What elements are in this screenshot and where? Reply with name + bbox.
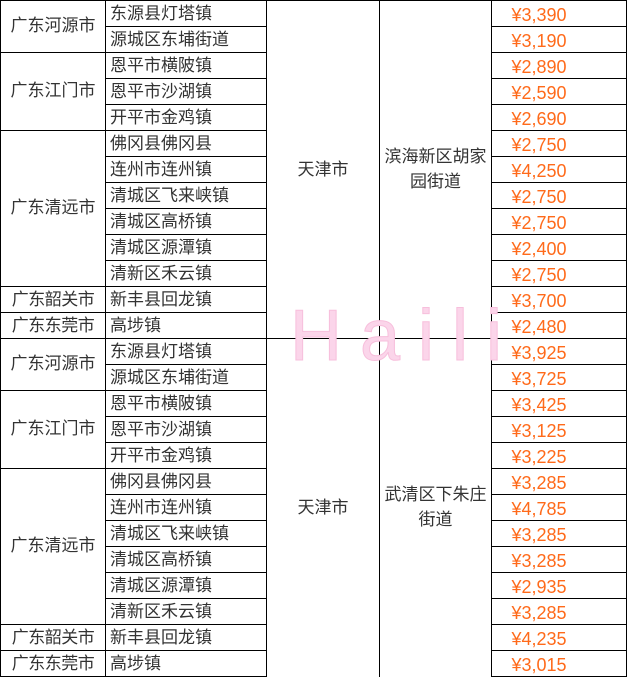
town-cell: 清新区禾云镇 xyxy=(105,260,267,287)
price-cell: ¥2,750 xyxy=(491,182,627,209)
price-cell: ¥3,125 xyxy=(491,416,627,443)
table-row: 恩平市沙湖镇 ¥2,590 xyxy=(1,78,627,105)
town-cell: 新丰县回龙镇 xyxy=(105,624,267,651)
town-cell: 东源县灯塔镇 xyxy=(105,0,267,27)
town-cell: 恩平市沙湖镇 xyxy=(105,78,267,105)
destination-city-cell: 天津市 xyxy=(266,0,380,339)
town-cell: 源城区东埔街道 xyxy=(105,364,267,391)
price-cell: ¥4,235 xyxy=(491,624,627,651)
town-cell: 高埗镇 xyxy=(105,312,267,339)
price-cell: ¥3,390 xyxy=(491,0,627,27)
table-row: 源城区东埔街道 ¥3,190 xyxy=(1,26,627,53)
town-cell: 连州市连州镇 xyxy=(105,156,267,183)
town-cell: 清城区飞来峡镇 xyxy=(105,520,267,547)
price-cell: ¥3,015 xyxy=(491,650,627,677)
town-cell: 恩平市横陂镇 xyxy=(105,52,267,79)
table-row: 广东江门市 恩平市横陂镇 ¥3,425 xyxy=(0,390,627,469)
table-row: 清城区飞来峡镇 ¥3,285 xyxy=(1,520,627,547)
price-cell: ¥2,750 xyxy=(491,260,627,287)
town-cell: 新丰县回龙镇 xyxy=(105,286,267,313)
table-row: 清城区高桥镇 ¥3,285 xyxy=(1,546,627,573)
table-row: 广东韶关市 新丰县回龙镇 ¥3,700 xyxy=(0,286,627,313)
town-cell: 清城区源潭镇 xyxy=(105,234,267,261)
price-cell: ¥4,785 xyxy=(491,494,627,521)
town-cell: 清城区源潭镇 xyxy=(105,572,267,599)
table-row: 广东河源市 东源县灯塔镇 天津市 武清区下朱庄街道 ¥3,925 xyxy=(0,338,627,677)
town-cell: 清城区飞来峡镇 xyxy=(105,182,267,209)
town-cell: 高埗镇 xyxy=(105,650,267,677)
town-cell: 清城区高桥镇 xyxy=(105,546,267,573)
table-row: 广东清远市 佛冈县佛冈县 ¥2,750 xyxy=(0,130,627,287)
price-cell: ¥2,590 xyxy=(491,78,627,105)
price-cell: ¥3,425 xyxy=(491,390,627,417)
table-row: 广东河源市 东源县灯塔镇 天津市 滨海新区胡家园街道 ¥3,390 xyxy=(0,0,627,339)
origin-cell: 广东东莞市 xyxy=(0,312,106,339)
town-cell: 清城区高桥镇 xyxy=(105,208,267,235)
price-cell: ¥2,750 xyxy=(491,208,627,235)
price-cell: ¥3,925 xyxy=(491,338,627,365)
table-row: 清城区源潭镇 ¥2,935 xyxy=(1,572,627,599)
table-row: 开平市金鸡镇 ¥2,690 xyxy=(1,104,627,131)
town-cell: 开平市金鸡镇 xyxy=(105,442,267,469)
table-row: 清新区禾云镇 ¥2,750 xyxy=(1,260,627,287)
origin-cell: 广东韶关市 xyxy=(0,624,106,651)
price-cell: ¥2,400 xyxy=(491,234,627,261)
price-cell: ¥3,225 xyxy=(491,442,627,469)
destination-city-cell: 天津市 xyxy=(266,338,380,677)
price-cell: ¥3,725 xyxy=(491,364,627,391)
price-cell: ¥2,750 xyxy=(491,130,627,157)
price-cell: ¥3,285 xyxy=(491,546,627,573)
town-cell: 源城区东埔街道 xyxy=(105,26,267,53)
origin-cell: 广东江门市 xyxy=(0,390,106,469)
town-cell: 清新区禾云镇 xyxy=(105,598,267,625)
table-row: 连州市连州镇 ¥4,250 xyxy=(1,156,627,183)
price-cell: ¥2,690 xyxy=(491,104,627,131)
table-row: 清城区源潭镇 ¥2,400 xyxy=(1,234,627,261)
town-cell: 恩平市横陂镇 xyxy=(105,390,267,417)
price-cell: ¥2,890 xyxy=(491,52,627,79)
price-cell: ¥2,935 xyxy=(491,572,627,599)
origin-cell: 广东清远市 xyxy=(0,130,106,287)
town-cell: 开平市金鸡镇 xyxy=(105,104,267,131)
table-row: 源城区东埔街道 ¥3,725 xyxy=(1,364,627,391)
price-cell: ¥3,285 xyxy=(491,468,627,495)
town-cell: 佛冈县佛冈县 xyxy=(105,468,267,495)
origin-cell: 广东清远市 xyxy=(0,468,106,625)
origin-cell: 广东河源市 xyxy=(0,338,106,391)
origin-cell: 广东江门市 xyxy=(0,52,106,131)
town-cell: 连州市连州镇 xyxy=(105,494,267,521)
town-cell: 佛冈县佛冈县 xyxy=(105,130,267,157)
price-cell: ¥2,480 xyxy=(491,312,627,339)
table-row: 广东清远市 佛冈县佛冈县 ¥3,285 xyxy=(0,468,627,625)
price-cell: ¥3,700 xyxy=(491,286,627,313)
origin-cell: 广东河源市 xyxy=(0,0,106,53)
town-cell: 东源县灯塔镇 xyxy=(105,338,267,365)
table-row: 清城区高桥镇 ¥2,750 xyxy=(1,208,627,235)
origin-cell: 广东韶关市 xyxy=(0,286,106,313)
table-row: 广东东莞市 高埗镇 ¥2,480 xyxy=(0,312,627,339)
origin-cell: 广东东莞市 xyxy=(0,650,106,677)
price-cell: ¥4,250 xyxy=(491,156,627,183)
price-cell: ¥3,285 xyxy=(491,598,627,625)
price-cell: ¥3,285 xyxy=(491,520,627,547)
destination-district-cell: 武清区下朱庄街道 xyxy=(379,338,492,677)
town-cell: 恩平市沙湖镇 xyxy=(105,416,267,443)
destination-district-cell: 滨海新区胡家园街道 xyxy=(379,0,492,339)
table-row: 清城区飞来峡镇 ¥2,750 xyxy=(1,182,627,209)
price-cell: ¥3,190 xyxy=(491,26,627,53)
